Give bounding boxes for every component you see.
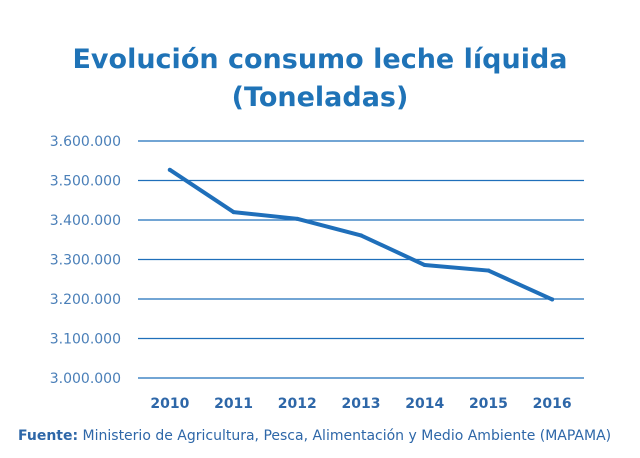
y-tick-label: 3.500.000 — [50, 174, 121, 190]
data-point — [486, 268, 491, 273]
source-note: Fuente: Ministerio de Agricultura, Pesca… — [18, 428, 638, 444]
y-tick-label: 3.300.000 — [50, 253, 121, 269]
data-point — [231, 210, 236, 215]
data-point — [422, 263, 427, 268]
chart-subtitle: (Toneladas) — [231, 82, 409, 113]
x-tick-label: 2014 — [405, 396, 444, 412]
x-tick-label: 2010 — [150, 396, 189, 412]
line-chart: 3.000.000 3.100.000 3.200.000 3.300.000 3.40… — [50, 134, 584, 412]
data-point — [167, 167, 172, 172]
y-tick-label: 3.400.000 — [50, 213, 121, 229]
source-text: Ministerio de Agricultura, Pesca, Alimen… — [82, 428, 612, 444]
y-tick-label: 3.200.000 — [50, 292, 121, 308]
x-tick-label: 2016 — [533, 396, 572, 412]
x-tick-label: 2015 — [469, 396, 508, 412]
y-tick-label: 3.600.000 — [50, 134, 121, 150]
data-point — [295, 216, 300, 221]
chart-title: Evolución consumo leche líquida — [72, 44, 568, 75]
data-point — [359, 233, 363, 238]
y-tick-label: 3.100.000 — [50, 332, 121, 348]
x-tick-label: 2013 — [342, 396, 381, 412]
source-label: Fuente: — [18, 428, 79, 444]
x-tick-label: 2012 — [278, 396, 317, 412]
y-tick-label: 3.000.000 — [50, 371, 121, 387]
x-tick-label: 2011 — [214, 396, 253, 412]
data-point — [550, 297, 555, 302]
